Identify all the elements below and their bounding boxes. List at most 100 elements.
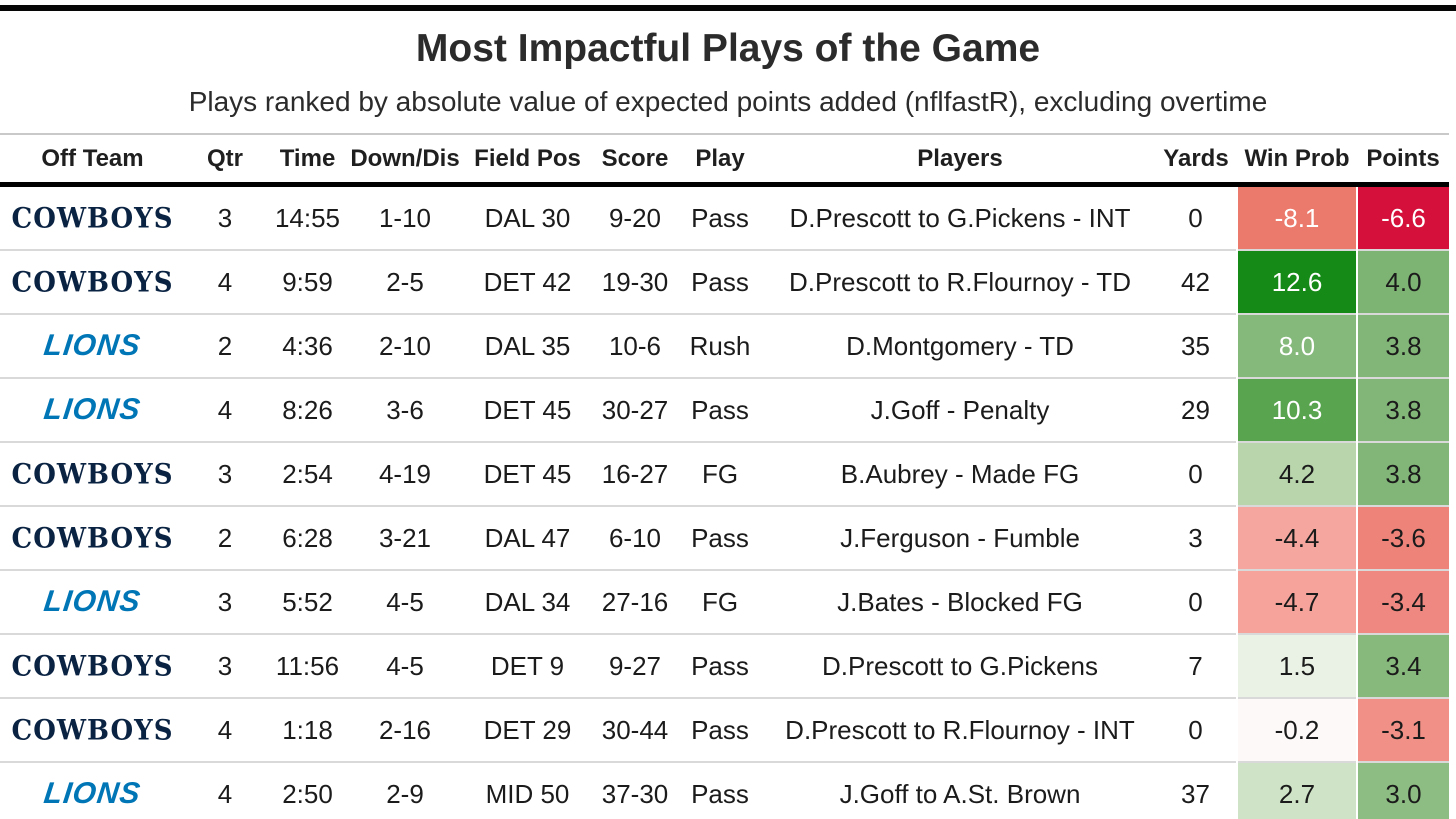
cell-time: 1:18 (265, 697, 350, 762)
cell-players: D.Montgomery - TD (765, 313, 1155, 378)
cell-time: 2:54 (265, 441, 350, 506)
cell-players: B.Aubrey - Made FG (765, 441, 1155, 506)
cell-points: 4.0 (1356, 249, 1449, 314)
cell-qtr: 3 (185, 633, 265, 698)
cell-win_prob: -4.7 (1236, 569, 1357, 634)
cell-down_dis: 1-10 (378, 202, 432, 233)
cell-win_prob: 12.6 (1236, 249, 1357, 314)
cell-time: 8:26 (265, 377, 350, 442)
table-row: LIONS 4 2:50 2-9 MID 50 37-30 Pass J.Goff to A.… (0, 761, 1449, 819)
cell-yards: 0 (1155, 697, 1237, 762)
cowboys-wordmark-logo: COWBOYS (11, 266, 174, 299)
cell-play: Pass (691, 202, 749, 233)
cell-win_prob: 8.0 (1236, 313, 1357, 378)
cell-qtr: 2 (185, 505, 265, 570)
cell-play: Pass (675, 697, 765, 762)
cell-win_prob: 4.2 (1236, 441, 1357, 506)
column-header-field_pos: Field Pos (460, 133, 595, 187)
cell-down_dis: 4-19 (350, 441, 460, 506)
cell-field_pos: DAL 47 (460, 505, 595, 570)
cell-players: J.Bates - Blocked FG (765, 569, 1155, 634)
table-row: COWBOYS 4 9:59 2-5 DET 42 19-30 Pass D.Prescott… (0, 249, 1449, 314)
column-header-play: Play (675, 133, 765, 187)
table-row: LIONS 3 5:52 4-5 DAL 34 27-16 FG J.Bates - Bloc… (0, 569, 1449, 634)
cell-field_pos: MID 50 (460, 761, 595, 819)
cell-players: J.Ferguson - Fumble (765, 505, 1155, 570)
cell-yards: 0 (1188, 202, 1203, 233)
cell-score: 10-6 (595, 313, 675, 378)
cowboys-wordmark-logo: COWBOYS (11, 650, 174, 683)
cell-play: Pass (675, 761, 765, 819)
cowboys-wordmark-logo: COWBOYS (11, 458, 174, 491)
cell-team: COWBOYS (0, 249, 185, 314)
table-header-row: Off Team Qtr Time Down/Dis Field Pos Score Pla… (0, 133, 1449, 187)
cell-win_prob: 1.5 (1236, 633, 1357, 698)
cell-yards: 37 (1155, 761, 1237, 819)
cell-yards: 0 (1155, 569, 1237, 634)
cell-down_dis: 2-16 (350, 697, 460, 762)
cell-down_dis: 2-9 (350, 761, 460, 819)
cell-score: 37-30 (595, 761, 675, 819)
cell-field_pos: DAL 35 (460, 313, 595, 378)
cell-score: 19-30 (595, 249, 675, 314)
cell-team: LIONS (0, 761, 185, 819)
cell-play: Pass (675, 249, 765, 314)
cell-players: D.Prescott to R.Flournoy - TD (765, 249, 1155, 314)
cell-yards: 3 (1155, 505, 1237, 570)
column-header-qtr: Qtr (185, 133, 265, 187)
cell-score: 30-44 (595, 697, 675, 762)
cell-team: COWBOYS (0, 185, 185, 251)
cowboys-wordmark-logo: COWBOYS (11, 522, 174, 555)
cell-play: FG (675, 441, 765, 506)
cell-time: 5:52 (265, 569, 350, 634)
table-row: COWBOYS 3 2:54 4-19 DET 45 16-27 FG B.Aubrey - … (0, 441, 1449, 506)
cell-team: COWBOYS (0, 441, 185, 506)
cell-down_dis: 2-5 (350, 249, 460, 314)
cell-score: 9-20 (608, 202, 662, 233)
cell-qtr: 4 (185, 761, 265, 819)
cell-points: -6.6 (1356, 184, 1449, 250)
cell-players: D.Prescott to G.Pickens (765, 633, 1155, 698)
cell-score: 30-27 (595, 377, 675, 442)
cell-qtr: 3 (217, 202, 233, 233)
column-header-yards: Yards (1155, 133, 1237, 187)
cell-points: -3.6 (1356, 505, 1449, 570)
top-divider-bar (0, 5, 1456, 11)
cell-team: LIONS (0, 569, 185, 634)
cell-yards: 42 (1155, 249, 1237, 314)
cell-qtr: 4 (185, 377, 265, 442)
cell-players: D.Prescott to G.Pickens - INT (789, 202, 1131, 233)
cell-score: 27-16 (595, 569, 675, 634)
cell-points: 3.0 (1356, 761, 1449, 819)
cell-down_dis: 3-21 (350, 505, 460, 570)
cell-play: Pass (675, 377, 765, 442)
column-header-players: Players (765, 133, 1155, 187)
cell-time: 9:59 (265, 249, 350, 314)
cell-field_pos: DAL 34 (460, 569, 595, 634)
cell-qtr: 3 (185, 441, 265, 506)
cell-field_pos: DET 9 (460, 633, 595, 698)
cell-points: -3.1 (1356, 697, 1449, 762)
cell-win_prob: -0.2 (1236, 697, 1357, 762)
table-row: COWBOYS 4 1:18 2-16 DET 29 30-44 Pass D.Prescot… (0, 697, 1449, 762)
cell-players: J.Goff - Penalty (765, 377, 1155, 442)
cell-win_prob: -8.1 (1236, 184, 1357, 250)
cell-time: 6:28 (265, 505, 350, 570)
cell-points: 3.8 (1356, 441, 1449, 506)
plays-table: Off Team Qtr Time Down/Dis Field Pos Score Pla… (0, 133, 1449, 819)
cell-play: Pass (675, 505, 765, 570)
cell-qtr: 3 (185, 569, 265, 634)
cell-down_dis: 4-5 (350, 569, 460, 634)
table-body: COWBOYS 3 14:55 1-10 DAL 30 9-20 Pass D.Prescot… (0, 184, 1449, 819)
cell-time: 11:56 (265, 633, 350, 698)
cell-qtr: 2 (185, 313, 265, 378)
column-header-points: Points (1357, 133, 1449, 187)
cell-time: 4:36 (265, 313, 350, 378)
table-row: COWBOYS 2 6:28 3-21 DAL 47 6-10 Pass J.Ferguson… (0, 505, 1449, 570)
cell-field_pos: DET 45 (460, 377, 595, 442)
cell-yards: 7 (1155, 633, 1237, 698)
cell-field_pos: DAL 30 (484, 202, 571, 233)
cell-points: 3.4 (1356, 633, 1449, 698)
cell-play: FG (675, 569, 765, 634)
table-row: LIONS 2 4:36 2-10 DAL 35 10-6 Rush D.Montgomery… (0, 313, 1449, 378)
